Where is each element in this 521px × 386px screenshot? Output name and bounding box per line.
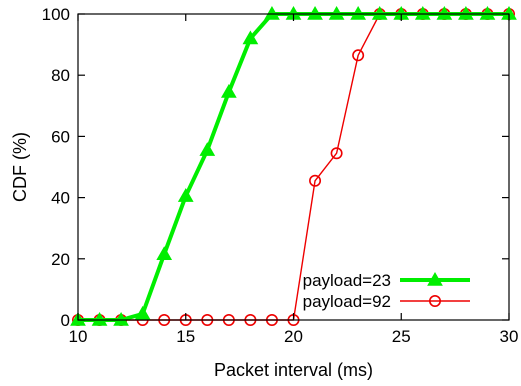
plot-frame (77, 13, 510, 321)
y-tick-label: 20 (51, 250, 70, 269)
data-point (242, 30, 259, 45)
data-point (414, 5, 431, 20)
y-tick-label: 0 (61, 311, 70, 330)
legend-label: payload=92 (303, 292, 391, 311)
x-tick-label: 20 (284, 327, 303, 346)
legend-item: payload=92 (303, 292, 470, 311)
data-point (177, 188, 194, 202)
data-point (328, 5, 345, 20)
x-tick-label: 25 (392, 327, 411, 346)
data-point (371, 5, 388, 20)
data-point (352, 49, 365, 62)
x-axis-label: Packet interval (ms) (214, 360, 373, 380)
data-point (479, 5, 496, 20)
series-line (78, 12, 509, 322)
x-tick-label: 15 (176, 327, 195, 346)
data-point (199, 142, 216, 156)
series-line (78, 13, 509, 321)
series-layer (70, 5, 517, 326)
data-point (350, 5, 367, 20)
legend-marker (428, 294, 441, 307)
axes-layer (77, 13, 510, 321)
data-point (458, 5, 474, 20)
data-point (113, 311, 129, 326)
data-point (436, 5, 453, 20)
y-tick-label: 40 (51, 189, 70, 208)
data-point (91, 311, 108, 326)
data-point (264, 5, 280, 20)
y-tick-label: 80 (51, 66, 70, 85)
x-tick-label: 10 (69, 327, 88, 346)
data-point (330, 147, 343, 160)
data-point (307, 5, 323, 20)
data-point (156, 246, 173, 260)
x-tick-label: 30 (500, 327, 519, 346)
y-tick-label: 100 (42, 5, 70, 24)
legend-label: payload=23 (303, 271, 391, 290)
ticks-layer: 10 15 20 25 30 0 20 40 60 80 100 (42, 5, 519, 346)
series-1 (70, 5, 517, 326)
y-tick-label: 60 (51, 127, 70, 146)
y-axis-label: CDF (%) (10, 132, 30, 202)
data-point (220, 84, 237, 98)
legend-item: payload=23 (303, 271, 470, 290)
data-point (309, 174, 322, 187)
data-point (134, 305, 151, 320)
series-2 (72, 8, 515, 326)
legend: payload=23 payload=92 (303, 271, 470, 311)
legend-marker (427, 271, 443, 286)
